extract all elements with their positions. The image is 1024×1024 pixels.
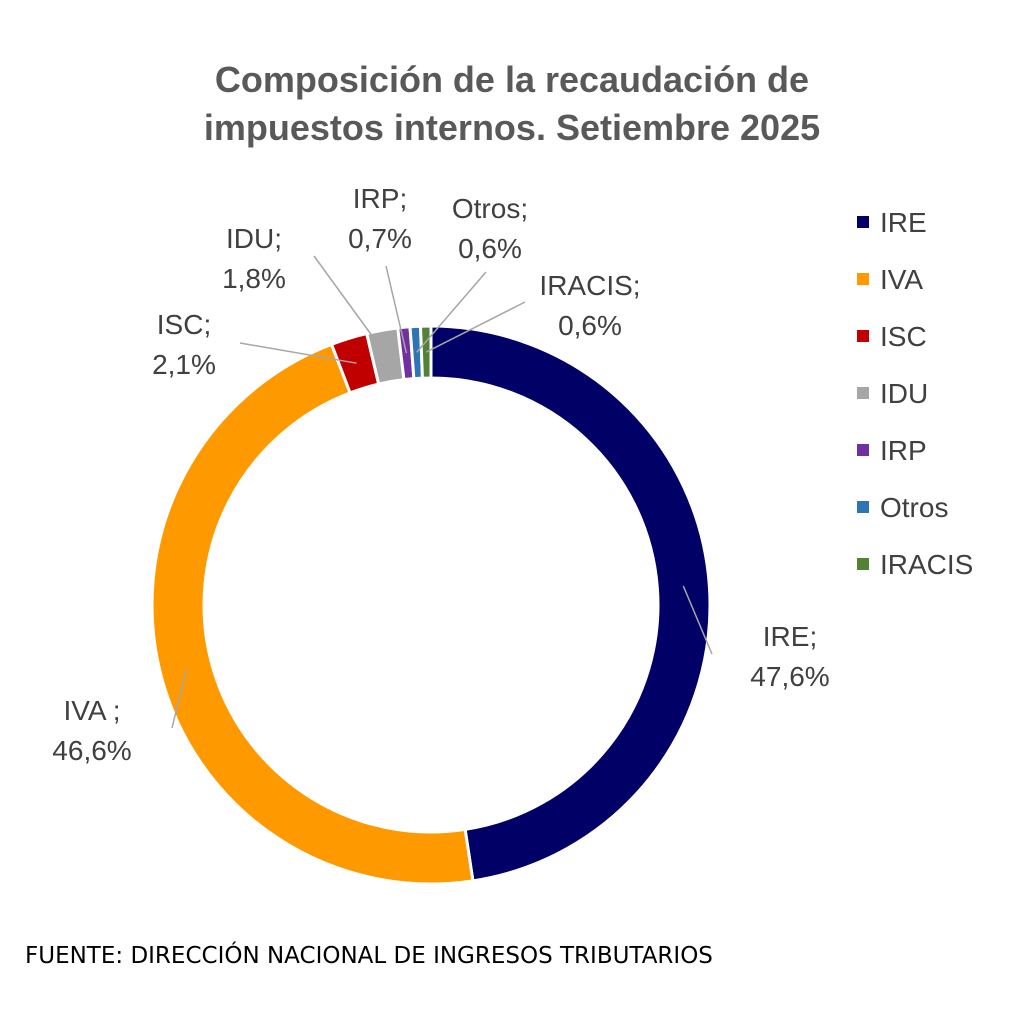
data-label-name-iracis: IRACIS;: [539, 270, 640, 301]
legend-label-isc: ISC: [880, 321, 927, 352]
data-label-name-iva: IVA ;: [63, 695, 120, 726]
legend-swatch-iracis: [857, 558, 869, 570]
legend-swatch-iva: [857, 273, 869, 285]
leader-line-otros: [416, 271, 487, 353]
legend-swatch-ire: [857, 216, 869, 228]
data-label-name-isc: ISC;: [157, 309, 211, 340]
chart-title-line-2: impuestos internos. Setiembre 2025: [204, 107, 820, 148]
data-label-name-idu: IDU;: [226, 223, 282, 254]
data-label-value-isc: 2,1%: [152, 349, 216, 380]
legend-label-idu: IDU: [880, 378, 928, 409]
legend-label-iva: IVA: [880, 264, 923, 295]
leader-line-idu: [313, 255, 388, 357]
data-label-name-ire: IRE;: [763, 621, 817, 652]
slice-iracis: [418, 324, 433, 380]
data-labels: IRE; 47,6% IVA ; 46,6% ISC; 2,1% IDU; 1,8% IRP; 0…: [52, 183, 829, 766]
data-label-name-irp: IRP;: [353, 183, 407, 214]
data-label-name-otros: Otros;: [452, 193, 528, 224]
data-label-value-idu: 1,8%: [222, 263, 286, 294]
data-label-value-otros: 0,6%: [458, 233, 522, 264]
leader-line-iva: [171, 669, 188, 729]
source-note: FUENTE: DIRECCIÓN NACIONAL DE INGRESOS T…: [25, 941, 713, 969]
legend-swatch-otros: [857, 501, 869, 513]
slice-ire: [429, 324, 712, 883]
data-label-value-iracis: 0,6%: [558, 310, 622, 341]
leader-line-ire: [682, 585, 713, 655]
chart-title-line-1: Composición de la recaudación de: [215, 59, 809, 100]
doughnut-slices: [150, 324, 712, 886]
data-label-value-iva: 46,6%: [52, 735, 131, 766]
legend-label-iracis: IRACIS: [880, 549, 973, 580]
data-label-value-ire: 47,6%: [750, 661, 829, 692]
slice-iva: [150, 342, 475, 886]
legend-label-otros: Otros: [880, 492, 948, 523]
leader-line-isc: [239, 342, 357, 364]
legend-label-ire: IRE: [880, 207, 927, 238]
legend-swatch-isc: [857, 330, 869, 342]
leader-line-iracis: [425, 301, 526, 353]
chart-title: Composición de la recaudación de impuest…: [204, 59, 820, 148]
legend-swatch-irp: [857, 444, 869, 456]
data-label-value-irp: 0,7%: [348, 223, 412, 254]
label-leader-lines: [171, 255, 713, 729]
legend-label-irp: IRP: [880, 435, 927, 466]
legend: IRE IVA ISC IDU IRP Otros IRACIS: [857, 207, 973, 580]
leader-line-irp: [385, 265, 408, 354]
legend-swatch-idu: [857, 387, 869, 399]
